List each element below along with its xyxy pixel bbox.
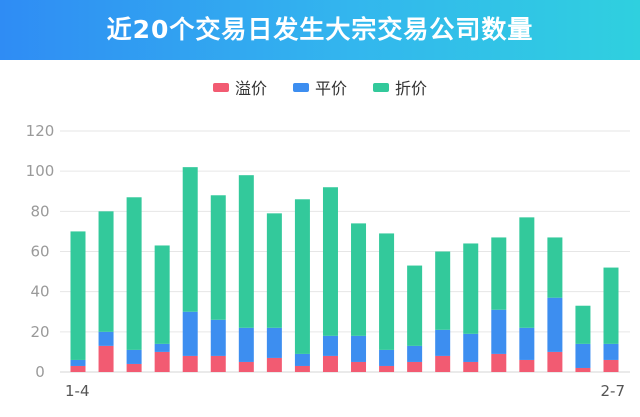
bar-segment-discount: [575, 305, 591, 344]
bar-segment-par: [154, 343, 170, 352]
bar-segment-discount: [463, 243, 479, 334]
x-tick-label: 2-7: [601, 382, 626, 400]
bar-segment-par: [547, 297, 563, 352]
legend-label-par: 平价: [314, 79, 347, 98]
bar-segment-discount: [407, 265, 423, 346]
bar-segment-premium: [266, 357, 282, 372]
legend-label-discount: 折价: [395, 79, 428, 98]
bar-segment-discount: [547, 237, 563, 298]
bar-segment-premium: [379, 365, 395, 372]
bar-segment-premium: [351, 361, 367, 372]
bar-segment-premium: [491, 353, 507, 372]
bar-segment-par: [70, 359, 86, 366]
bar-segment-premium: [322, 355, 338, 372]
y-tick-label: 0: [35, 363, 45, 381]
bar-segment-par: [98, 331, 114, 346]
bar-segment-par: [463, 333, 479, 362]
bar-segment-premium: [463, 361, 479, 372]
title-banner: [0, 0, 640, 60]
bar-segment-premium: [154, 351, 170, 372]
bar-segment-premium: [182, 355, 198, 372]
bar-segment-discount: [182, 167, 198, 312]
bar-segment-par: [238, 327, 254, 362]
bar-segment-par: [266, 327, 282, 358]
bar-segment-par: [210, 319, 226, 356]
bar-segment-discount: [126, 197, 142, 350]
bar-segment-discount: [435, 251, 451, 330]
bar-segment-par: [379, 349, 395, 366]
bar-segment-premium: [407, 361, 423, 372]
legend-item-par: 平价: [292, 75, 347, 99]
y-tick-label: 100: [26, 162, 55, 180]
bar-segment-premium: [575, 367, 591, 372]
bar-segment-premium: [435, 355, 451, 372]
y-tick-label: 80: [30, 202, 49, 220]
bar-segment-discount: [491, 237, 507, 310]
bar-segment-discount: [98, 211, 114, 332]
legend: 溢价 平价 折价: [0, 76, 640, 98]
bar-segment-par: [182, 311, 198, 356]
legend-item-premium: 溢价: [212, 75, 267, 99]
chart-title: 近20个交易日发生大宗交易公司数量: [106, 15, 534, 44]
bar-segment-premium: [519, 359, 535, 372]
bar-segment-discount: [322, 187, 338, 336]
bar-segment-premium: [294, 365, 310, 372]
bar-segment-par: [322, 335, 338, 356]
y-tick-label: 120: [26, 122, 55, 140]
bar-segment-par: [351, 335, 367, 362]
bar-segment-discount: [294, 199, 310, 354]
bar-segment-discount: [154, 245, 170, 344]
bar-segment-discount: [351, 223, 367, 336]
bar-segment-par: [519, 327, 535, 360]
bar-segment-premium: [547, 351, 563, 372]
y-tick-label: 60: [30, 243, 49, 261]
bar-segment-premium: [126, 363, 142, 372]
legend-swatch-premium: [212, 82, 229, 92]
x-tick-label: 1-4: [65, 382, 90, 400]
bar-segment-discount: [238, 175, 254, 328]
bar-segment-par: [294, 353, 310, 366]
legend-swatch-discount: [373, 82, 389, 92]
bar-segment-premium: [603, 359, 619, 372]
y-tick-label: 40: [30, 283, 49, 301]
bar-segment-par: [435, 329, 451, 356]
bar-segment-premium: [238, 361, 254, 372]
bar-segment-discount: [519, 217, 535, 328]
bar-segment-discount: [210, 195, 226, 320]
bar-segment-premium: [70, 365, 86, 372]
bar-segment-premium: [210, 355, 226, 372]
bar-segment-par: [407, 345, 423, 362]
bar-segment-discount: [266, 213, 282, 328]
legend-swatch-par: [292, 82, 309, 92]
bar-segment-par: [603, 343, 619, 360]
bar-segment-discount: [70, 231, 86, 360]
legend-label-premium: 溢价: [234, 79, 267, 98]
bar-segment-par: [491, 309, 507, 354]
bar-segment-discount: [379, 233, 395, 350]
bar-segment-premium: [98, 345, 114, 372]
bar-segment-discount: [603, 267, 619, 344]
legend-item-discount: 折价: [373, 75, 427, 99]
bar-segment-par: [575, 343, 591, 368]
bar-segment-par: [126, 349, 142, 364]
y-tick-label: 20: [30, 323, 49, 341]
